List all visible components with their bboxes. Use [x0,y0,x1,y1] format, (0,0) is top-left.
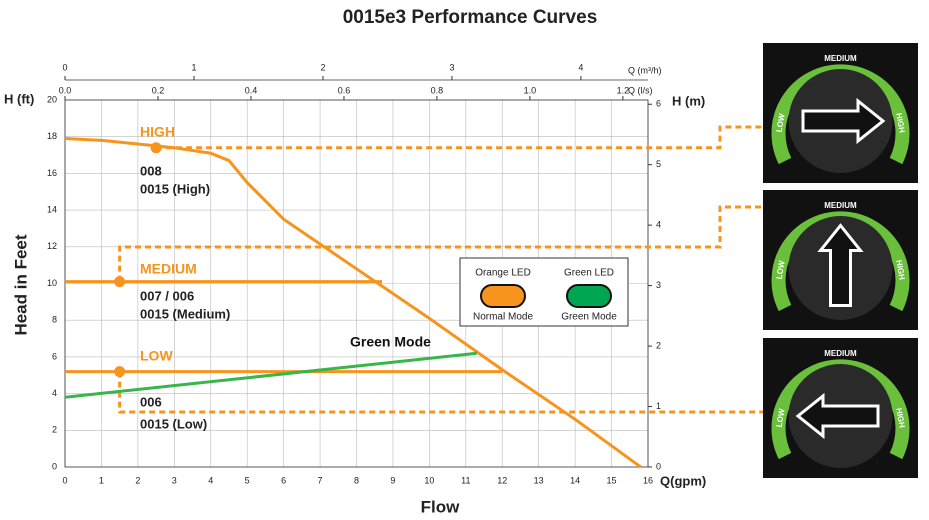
chart-title: 0015e3 Performance Curves [343,7,598,28]
marker [150,142,162,154]
y-tick-label: 2 [52,425,57,435]
legend-title: Green LED [564,268,614,279]
x2-tick-label: 0 [62,62,67,72]
dial-arrow [817,223,864,307]
x2-tick-label: 4 [578,62,583,72]
y2-tick-label: 3 [656,280,661,290]
x-tick-label: 3 [172,475,177,485]
x3-unit: Q (l/s) [628,85,653,95]
x-tick-label: 6 [281,475,286,485]
dial-label: LOW [775,260,787,280]
x-tick-label: 10 [424,475,434,485]
x3-tick-label: 0.6 [338,85,351,95]
connector [118,205,825,282]
x-tick-label: 5 [245,475,250,485]
annotation: 0015 (High) [140,181,210,196]
annotation: 0015 (Medium) [140,306,230,321]
x-tick-label: 15 [607,475,617,485]
dial-photo: LOW MEDIUM HIGH [763,338,918,478]
dial-label: HIGH [894,259,906,280]
series-label: LOW [140,348,173,364]
x-tick-label: 8 [354,475,359,485]
y-unit: H (ft) [4,91,34,106]
y2-tick-label: 1 [656,401,661,411]
connector [156,125,780,150]
x2-unit: Q (m³/h) [628,65,662,75]
series-label: Green Mode [350,334,431,350]
x-tick-label: 7 [318,475,323,485]
x-tick-label: 12 [497,475,507,485]
x3-tick-label: 0.2 [152,85,165,95]
x3-tick-label: 1.2 [617,85,630,95]
dial-arrow [801,97,886,145]
y2-tick-label: 0 [656,461,661,471]
y-tick-label: 12 [47,241,57,251]
dial-label: HIGH [894,407,906,428]
y-tick-label: 0 [52,461,57,471]
dial-label: LOW [775,113,787,133]
x-axis-label: Flow [421,497,460,516]
series-label: HIGH [140,124,175,140]
y-axis-label: Head in Feet [11,234,30,335]
x-tick-label: 4 [208,475,213,485]
connector [118,371,780,414]
dial-label: HIGH [894,112,906,133]
y-tick-label: 16 [47,168,57,178]
x-tick-label: 14 [570,475,580,485]
dial-photo: LOW MEDIUM HIGH [763,43,918,183]
y-tick-label: 6 [52,351,57,361]
legend-led [566,284,612,308]
y-tick-label: 18 [47,131,57,141]
dial-label: MEDIUM [824,54,857,63]
plot-frame [64,99,649,468]
x3-tick-label: 0.4 [245,85,258,95]
y-tick-label: 20 [47,94,57,104]
x3-tick-label: 1.0 [524,85,537,95]
marker [114,366,126,378]
y-tick-label: 10 [47,278,57,288]
x-tick-label: 2 [135,475,140,485]
legend-label: Normal Mode [473,312,533,323]
dial-label: MEDIUM [824,349,857,358]
annotation: 008 [140,163,162,178]
x3-tick-label: 0.8 [431,85,444,95]
y-tick-label: 14 [47,204,57,214]
annotation: 007 / 006 [140,288,194,303]
x-tick-label: 1 [99,475,104,485]
x-tick-label: 0 [62,475,67,485]
y-tick-label: 4 [52,388,57,398]
x-tick-label: 13 [534,475,544,485]
series-line [64,137,642,469]
x2-tick-label: 1 [191,62,196,72]
x-tick-label: 16 [643,475,653,485]
y2-tick-label: 2 [656,340,661,350]
x2-tick-label: 3 [449,62,454,72]
annotation: 0015 (Low) [140,416,207,431]
y2-tick-label: 6 [656,99,661,109]
y2-tick-label: 5 [656,159,661,169]
dial-arrow [795,392,880,440]
y-tick-label: 8 [52,315,57,325]
marker [114,276,126,288]
x2-tick-label: 2 [320,62,325,72]
dial-label: LOW [775,408,787,428]
x-unit: Q(gpm) [660,473,706,488]
x-tick-label: 9 [390,475,395,485]
legend-title: Orange LED [475,268,531,279]
dial-photo: LOW MEDIUM HIGH [763,190,918,330]
annotation: 006 [140,394,162,409]
dial-label: MEDIUM [824,201,857,210]
series-line [64,351,477,399]
x3-tick-label: 0.0 [59,85,72,95]
y2-tick-label: 4 [656,220,661,230]
series-label: MEDIUM [140,261,197,277]
legend-led [480,284,526,308]
x-tick-label: 11 [461,475,470,485]
legend-label: Green Mode [561,312,617,323]
y2-unit: H (m) [672,93,705,108]
